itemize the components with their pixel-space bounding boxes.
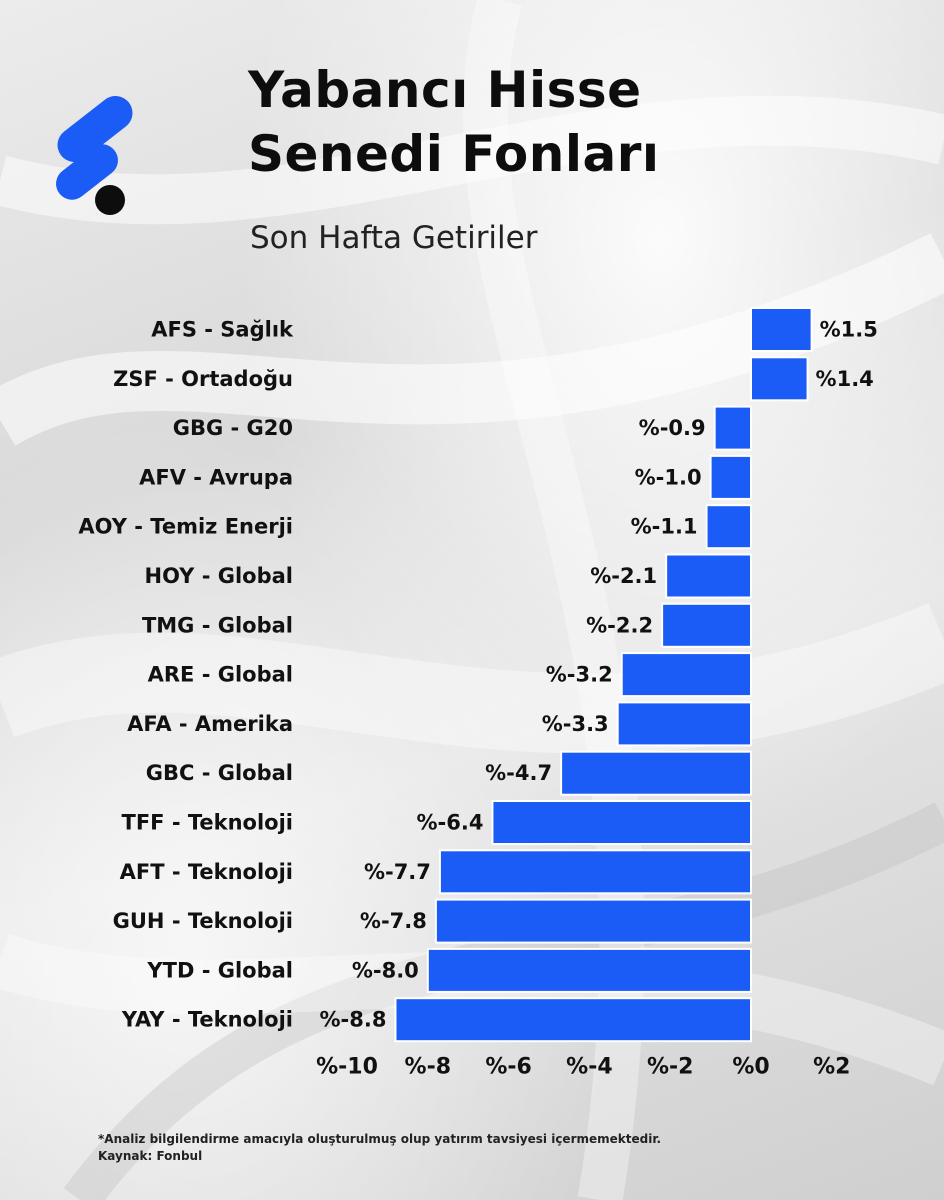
value-label: %-1.1 [631,515,698,539]
bar [620,652,752,698]
value-label: %-2.1 [590,564,657,588]
category-label: AFS - Sağlık [151,318,294,342]
title-line-2: Senedi Fonları [248,125,660,183]
category-label: AFA - Amerika [127,712,293,736]
value-label: %-1.0 [635,465,702,489]
value-label: %1.5 [820,318,878,342]
x-tick-label: %-2 [647,1055,693,1080]
value-label: %-6.4 [416,811,483,835]
x-tick-label: %-8 [405,1055,451,1080]
value-label: %-8.0 [352,958,419,982]
value-label: %-3.3 [542,712,609,736]
category-label: AOY - Temiz Enerji [78,515,293,539]
x-tick-label: %-4 [566,1055,612,1080]
bar [709,454,752,500]
category-label: ARE - Global [148,663,293,687]
bar-chart: AFS - Sağlık %1.5 ZSF - Ortadoğu %1.4 GBG - … [78,307,878,1080]
title-line-1: Yabancı Hisse [248,61,642,119]
value-label: %-2.2 [586,613,653,637]
category-label: GBC - Global [146,761,293,785]
value-label: %-3.2 [546,663,613,687]
fonbul-logo [56,95,133,215]
x-tick-label: %-6 [485,1055,531,1080]
value-label: %-7.8 [360,909,427,933]
category-label: HOY - Global [145,564,294,588]
category-label: TFF - Teknoloji [122,811,294,835]
category-label: GBG - G20 [173,416,293,440]
bar [616,701,752,747]
page-subtitle: Son Hafta Getiriler [250,220,538,256]
bar [426,947,752,993]
value-label: %-4.7 [485,761,552,785]
source-text: Kaynak: Fonbul [98,1149,203,1163]
footnote: *Analiz bilgilendirme amacıyla oluşturul… [98,1131,661,1165]
bar [665,553,752,599]
category-label: TMG - Global [142,613,293,637]
disclaimer-text: *Analiz bilgilendirme amacıyla oluşturul… [98,1132,662,1146]
value-label: %-7.7 [364,860,431,884]
bar [394,997,752,1043]
bar [705,504,752,550]
value-label: %1.4 [816,367,874,391]
bar [713,405,753,451]
category-label: AFV - Avrupa [139,465,293,489]
category-label: GUH - Teknoloji [113,909,293,933]
bar [560,750,752,796]
bar [750,356,809,402]
x-tick-label: %0 [732,1055,769,1080]
x-tick-label: %2 [813,1055,850,1080]
bar [661,602,752,648]
bar [491,800,752,845]
bar [750,307,813,352]
bar [438,849,752,895]
value-label: %-8.8 [320,1008,387,1032]
category-label: YTD - Global [146,958,293,982]
value-label: %-0.9 [639,416,706,440]
page-title: Yabancı Hisse Senedi Fonları [248,58,660,186]
category-label: AFT - Teknoloji [120,860,293,884]
x-tick-label: %-10 [316,1055,378,1080]
category-label: YAY - Teknoloji [121,1008,293,1032]
category-label: ZSF - Ortadoğu [113,367,293,391]
bar [434,898,752,944]
